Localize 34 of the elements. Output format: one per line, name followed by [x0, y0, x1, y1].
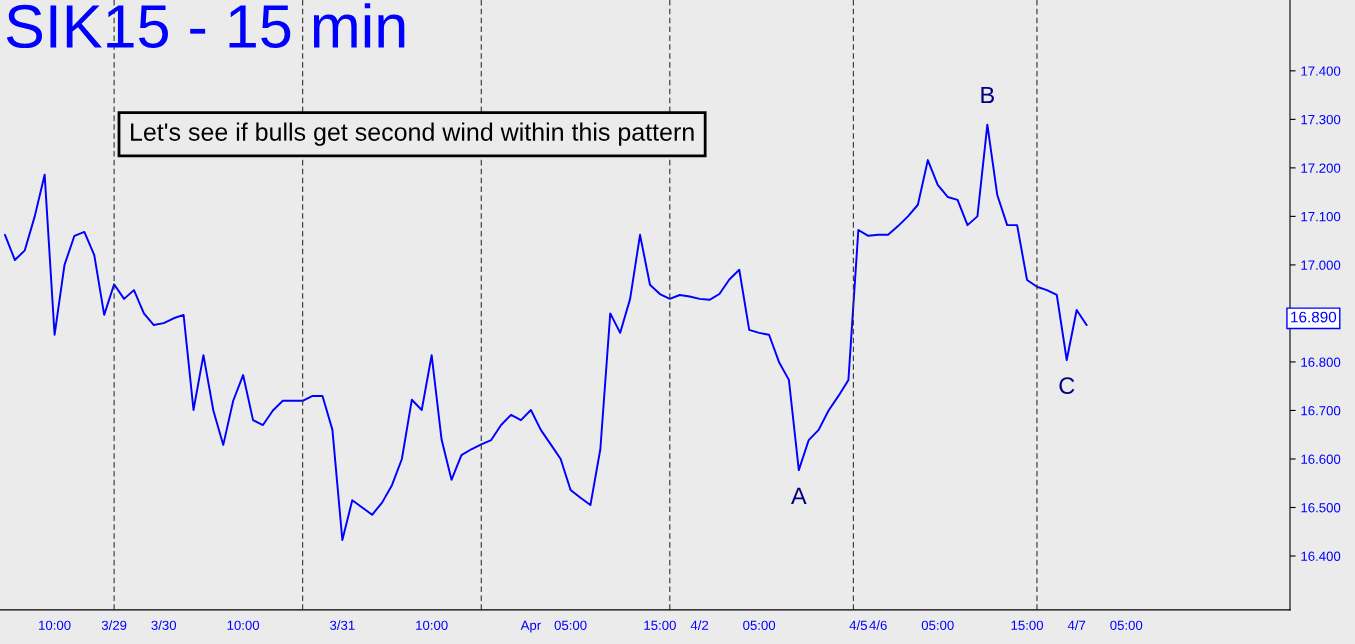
x-tick-label: 10:00	[39, 620, 71, 630]
x-tick-label: 3/31	[330, 620, 355, 630]
x-tick-label: 4/7	[1067, 620, 1086, 630]
x-tick-label: 15:00	[1011, 620, 1044, 630]
y-tick-label: 16.800	[1301, 357, 1341, 367]
chart-title: SIK15 - 15 min	[6, 3, 405, 49]
x-tick-label: 3/29	[101, 620, 127, 630]
y-tick-label: 17.400	[1301, 66, 1341, 76]
line-series	[3, 123, 1088, 541]
x-tick-label: 4/5	[849, 620, 867, 630]
x-tick-label: 05:00	[743, 620, 776, 630]
x-tick-label: 4/2	[690, 620, 709, 630]
x-tick-label: 15:00	[644, 620, 676, 630]
text: 16.890	[1291, 311, 1337, 323]
y-tick-label: 16.700	[1301, 406, 1341, 416]
y-tick-label: 16.400	[1301, 551, 1341, 561]
x-tick-label: 05:00	[921, 620, 954, 630]
annotation: C	[1059, 377, 1075, 395]
x-tick-label: 10:00	[227, 620, 260, 630]
y-tick-label: 16.500	[1301, 503, 1341, 513]
x-tick-label: 10:00	[416, 620, 448, 630]
x-tick-label: 05:00	[1110, 620, 1143, 630]
y-tick-label: 17.200	[1301, 163, 1341, 173]
x-tick-label: 3/30	[151, 620, 177, 630]
annotation: Let's see if bulls get second wind within this pattern	[131, 122, 694, 146]
y-tick-label: 17.100	[1301, 211, 1341, 222]
annotation: B	[981, 86, 994, 104]
x-tick-label: 05:00	[554, 620, 587, 630]
y-tick-label: 16.600	[1301, 454, 1341, 464]
y-tick-label: 17.000	[1301, 260, 1341, 270]
x-tick-label: 4/6	[869, 620, 887, 630]
x-tick-label: Apr	[520, 620, 541, 633]
annotation: A	[790, 487, 807, 504]
y-tick-label: 17.300	[1301, 114, 1341, 125]
